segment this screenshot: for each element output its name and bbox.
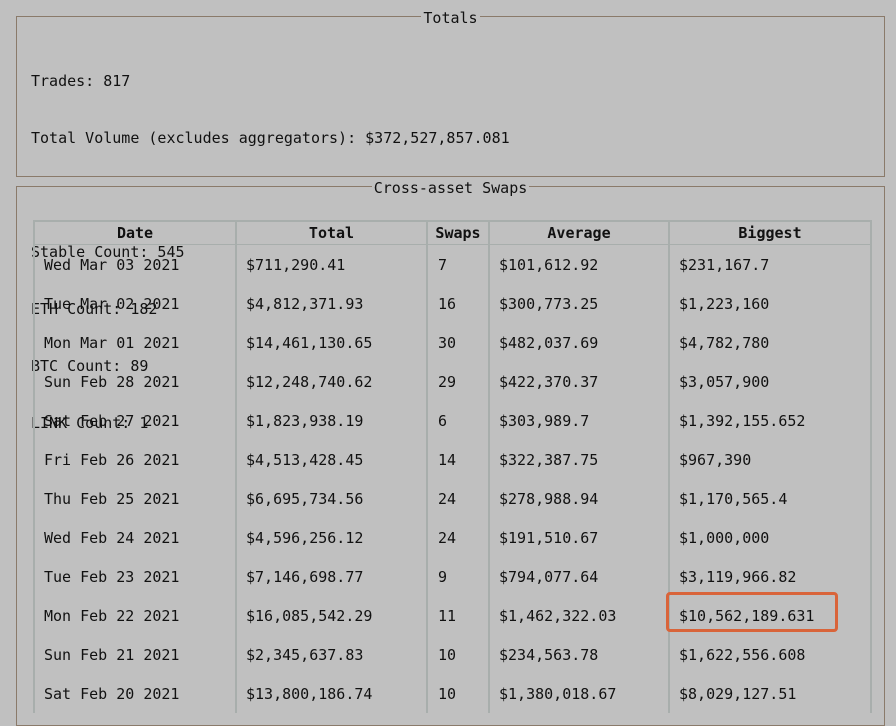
cell-biggest: $967,390 — [668, 440, 870, 479]
cell-date: Mon Mar 01 2021 — [44, 333, 180, 352]
cell-total: $14,461,130.65 — [235, 323, 427, 362]
cell-total: $12,248,740.62 — [235, 362, 427, 401]
table-row: Tue Feb 23 2021 $7,146,698.77 9 $794,077.64… — [35, 557, 870, 596]
cell-biggest: $3,057,900 — [668, 362, 870, 401]
totals-legend: Totals — [421, 9, 480, 27]
cell-total: $7,146,698.77 — [235, 557, 427, 596]
cell-average: $794,077.64 — [488, 557, 669, 596]
cell-swaps: 6 — [426, 401, 489, 440]
header-total[interactable]: Total — [235, 222, 427, 245]
cell-date: Mon Feb 22 2021 — [44, 606, 180, 625]
swaps-legend: Cross-asset Swaps — [371, 179, 530, 197]
cell-swaps: 24 — [426, 518, 489, 557]
table-row: Sat Feb 20 2021 $13,800,186.74 10 $1,380,01… — [35, 674, 870, 713]
cross-asset-swaps-panel: Cross-asset Swaps Date Total Swaps Avera… — [16, 179, 885, 726]
link-count: LINK Count: 1 — [31, 414, 149, 432]
cell-total: $6,695,734.56 — [235, 479, 427, 518]
cell-date: Tue Feb 23 2021 — [44, 567, 180, 586]
cell-swaps: 24 — [426, 479, 489, 518]
eth-count: ETH Count: 182 — [31, 300, 158, 318]
cell-date: Sun Feb 21 2021 — [44, 645, 180, 664]
cell-total: $4,812,371.93 — [235, 284, 427, 323]
table-row: Sat Feb 27 2021 $1,823,938.19 6 $303,989.7 $… — [35, 401, 870, 440]
header-date[interactable]: Date — [35, 222, 236, 245]
cell-biggest: $231,167.7 — [668, 244, 870, 284]
cell-date: Wed Mar 03 2021 — [44, 255, 180, 274]
trades-count: Trades: 817 — [31, 72, 131, 90]
cell-swaps: 11 — [426, 596, 489, 635]
cell-biggest: $3,119,966.82 — [668, 557, 870, 596]
swaps-table: Date Total Swaps Average Biggest Wed Mar… — [35, 222, 870, 713]
table-row: Thu Feb 25 2021 $6,695,734.56 24 $278,988.9… — [35, 479, 870, 518]
cell-biggest: $1,622,556.608 — [668, 635, 870, 674]
cell-date: Sat Feb 27 2021 — [44, 411, 180, 430]
cell-total: $13,800,186.74 — [235, 674, 427, 713]
cell-date: Thu Feb 25 2021 — [44, 489, 180, 508]
table-header-row: Date Total Swaps Average Biggest — [35, 222, 870, 245]
cell-average: $322,387.75 — [488, 440, 669, 479]
cell-date: Tue Mar 02 2021 — [44, 294, 180, 313]
cell-swaps: 16 — [426, 284, 489, 323]
cell-average: $422,370.37 — [488, 362, 669, 401]
cell-date: Fri Feb 26 2021 — [44, 450, 180, 469]
table-row: Mon Mar 01 2021 $14,461,130.65 30 $482,037.… — [35, 323, 870, 362]
cell-date: Sun Feb 28 2021 — [44, 372, 180, 391]
cell-biggest: $1,170,565.4 — [668, 479, 870, 518]
cell-average: $234,563.78 — [488, 635, 669, 674]
cell-date: Wed Feb 24 2021 — [44, 528, 180, 547]
cell-swaps: 7 — [426, 244, 489, 284]
cell-biggest: $1,223,160 — [668, 284, 870, 323]
total-volume: Total Volume (excludes aggregators): $37… — [31, 129, 510, 147]
cell-biggest: $1,000,000 — [668, 518, 870, 557]
cell-total: $4,596,256.12 — [235, 518, 427, 557]
table-row: Fri Feb 26 2021 $4,513,428.45 14 $322,387.7… — [35, 440, 870, 479]
header-average[interactable]: Average — [488, 222, 669, 245]
totals-body: Trades: 817 Total Volume (excludes aggre… — [31, 34, 510, 471]
cell-average: $191,510.67 — [488, 518, 669, 557]
cell-biggest: $10,562,189.631 — [668, 596, 870, 635]
cell-swaps: 14 — [426, 440, 489, 479]
cell-average: $1,462,322.03 — [488, 596, 669, 635]
header-biggest[interactable]: Biggest — [668, 222, 870, 245]
btc-count: BTC Count: 89 — [31, 357, 149, 375]
totals-panel: Totals Trades: 817 Total Volume (exclude… — [16, 9, 885, 432]
cell-swaps: 29 — [426, 362, 489, 401]
cell-average: $300,773.25 — [488, 284, 669, 323]
cell-total: $711,290.41 — [235, 244, 427, 284]
table-row: Wed Feb 24 2021 $4,596,256.12 24 $191,510.6… — [35, 518, 870, 557]
cell-total: $1,823,938.19 — [235, 401, 427, 440]
header-swaps[interactable]: Swaps — [426, 222, 489, 245]
cell-average: $482,037.69 — [488, 323, 669, 362]
table-row: Mon Feb 22 2021 $16,085,542.29 11 $1,462,32… — [35, 596, 870, 635]
cell-date: Sat Feb 20 2021 — [44, 684, 180, 703]
table-row: Sun Feb 28 2021 $12,248,740.62 29 $422,370.… — [35, 362, 870, 401]
cell-biggest: $4,782,780 — [668, 323, 870, 362]
cell-swaps: 10 — [426, 635, 489, 674]
cell-biggest: $1,392,155.652 — [668, 401, 870, 440]
stable-count: Stable Count: 545 — [31, 243, 185, 261]
cell-average: $303,989.7 — [488, 401, 669, 440]
cell-average: $101,612.92 — [488, 244, 669, 284]
cell-average: $1,380,018.67 — [488, 674, 669, 713]
cell-total: $4,513,428.45 — [235, 440, 427, 479]
cell-average: $278,988.94 — [488, 479, 669, 518]
table-row: Wed Mar 03 2021 $711,290.41 7 $101,612.92 $2… — [35, 244, 870, 284]
swaps-table-wrap: Date Total Swaps Average Biggest Wed Mar… — [33, 220, 872, 713]
table-row: Tue Mar 02 2021 $4,812,371.93 16 $300,773.2… — [35, 284, 870, 323]
cell-total: $16,085,542.29 — [235, 596, 427, 635]
cell-swaps: 10 — [426, 674, 489, 713]
cell-swaps: 30 — [426, 323, 489, 362]
cell-swaps: 9 — [426, 557, 489, 596]
table-row: Sun Feb 21 2021 $2,345,637.83 10 $234,563.7… — [35, 635, 870, 674]
cell-biggest: $8,029,127.51 — [668, 674, 870, 713]
cell-total: $2,345,637.83 — [235, 635, 427, 674]
